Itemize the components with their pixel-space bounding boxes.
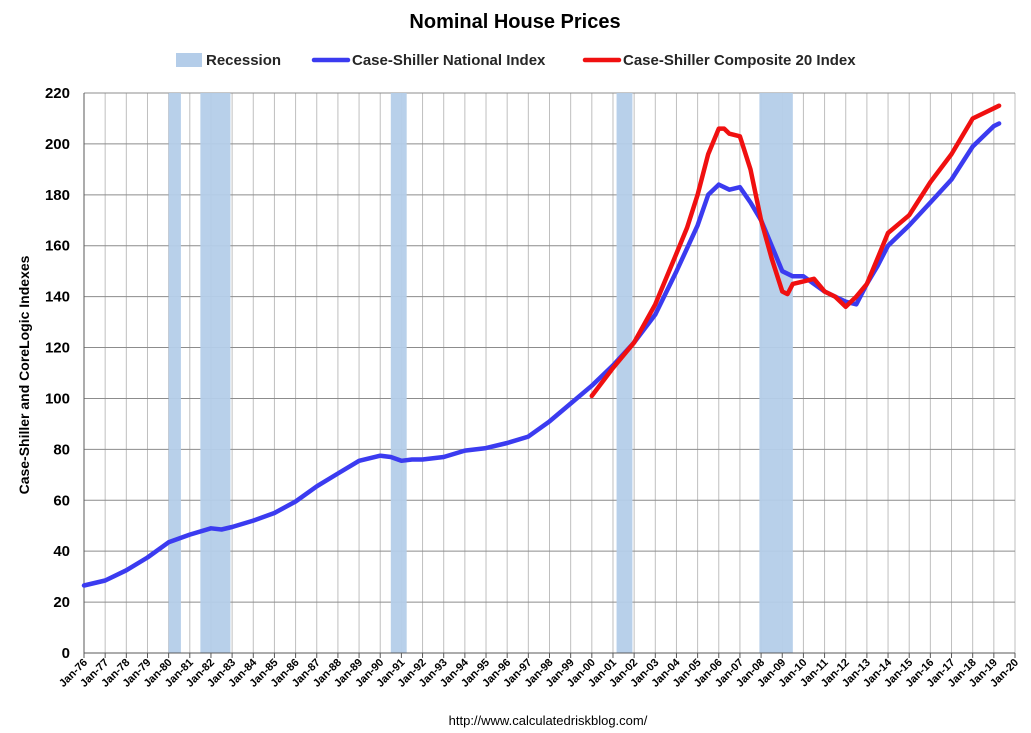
legend: Recession Case-Shiller National Index Case… [176, 52, 856, 69]
y-tick-label: 120 [45, 340, 70, 357]
y-tick-label: 0 [62, 645, 70, 662]
y-tick-label: 100 [45, 390, 70, 407]
y-tick-label: 180 [45, 187, 70, 204]
recession-band [759, 93, 793, 653]
legend-label: Case-Shiller National Index [352, 52, 546, 69]
chart-title: Nominal House Prices [409, 11, 620, 33]
y-tick-label: 160 [45, 238, 70, 255]
recession-band [390, 93, 407, 653]
series-line [589, 103, 1002, 399]
recession-band [200, 93, 231, 653]
y-tick-label: 60 [53, 492, 70, 509]
y-axis-label: Case-Shiller and CoreLogic Indexes [16, 255, 32, 494]
y-tick-label: 140 [45, 289, 70, 306]
y-tick-label: 20 [53, 594, 70, 611]
y-tick-label: 220 [45, 85, 70, 102]
y-tick-label: 200 [45, 136, 70, 153]
plot-area: 020406080100120140160180200220Jan-76Jan-… [45, 85, 1021, 690]
legend-swatch-recession [176, 53, 202, 67]
legend-label: Case-Shiller Composite 20 Index [623, 52, 856, 69]
recession-band [168, 93, 181, 653]
recession-band [616, 93, 633, 653]
y-tick-label: 40 [53, 543, 70, 560]
legend-label: Recession [206, 52, 281, 69]
source-url: http://www.calculatedriskblog.com/ [449, 713, 648, 728]
y-tick-label: 80 [53, 441, 70, 458]
